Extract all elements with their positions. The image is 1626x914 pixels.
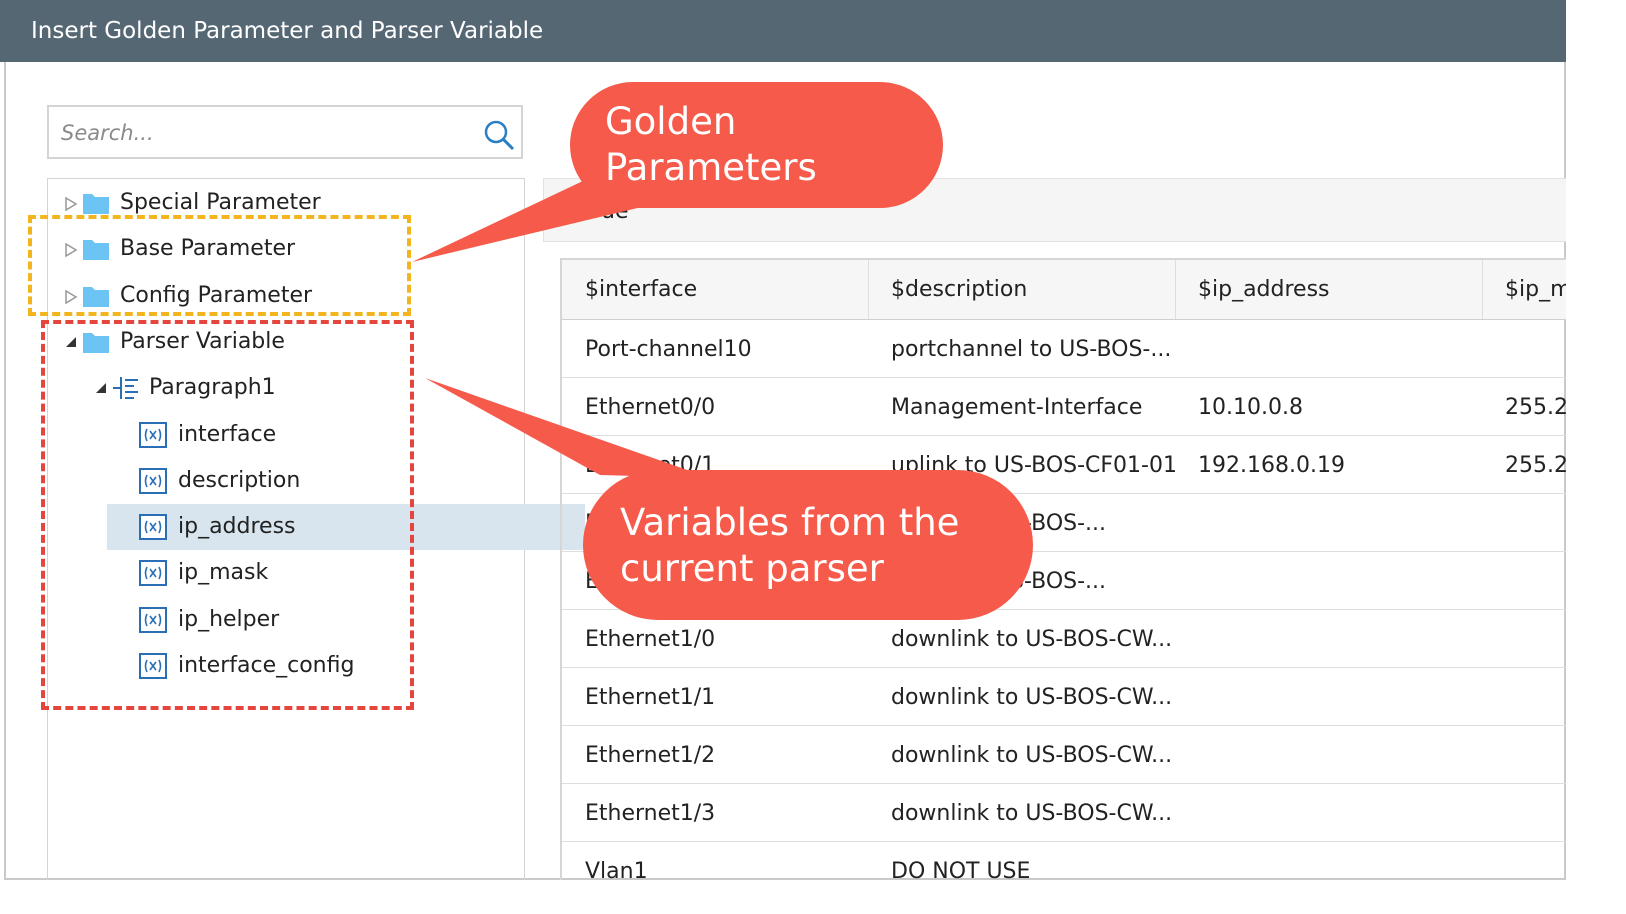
tree-label: ip_mask bbox=[178, 560, 269, 586]
search-placeholder: Search... bbox=[61, 121, 154, 145]
table-cell: Vlan1 bbox=[585, 859, 648, 884]
table-cell: Management-Interface bbox=[891, 395, 1143, 420]
page-edge bbox=[1566, 0, 1626, 914]
folder-icon bbox=[83, 240, 109, 261]
tree-row[interactable]: ip_address bbox=[107, 504, 585, 551]
row-divider bbox=[562, 377, 1568, 378]
golden-highlight bbox=[28, 215, 411, 316]
table-cell: downlink to US-BOS-CW... bbox=[891, 627, 1173, 652]
table-cell: Ethernet1/0 bbox=[585, 627, 716, 652]
tree-label: Special Parameter bbox=[120, 190, 321, 215]
expander bbox=[96, 383, 106, 394]
variable-icon bbox=[139, 653, 167, 679]
table-cell: downlink to US-BOS-CW... bbox=[891, 685, 1173, 710]
page-edge bbox=[0, 880, 1626, 914]
search-icon[interactable] bbox=[481, 117, 517, 153]
row-divider bbox=[562, 493, 1568, 494]
variable-icon bbox=[139, 606, 167, 633]
callout: Variables from the current parser bbox=[583, 470, 1033, 620]
tree-row[interactable]: ip_mask bbox=[48, 550, 526, 596]
title-bar: Insert Golden Parameter and Parser Varia… bbox=[0, 0, 1566, 62]
row-divider bbox=[562, 841, 1568, 842]
header-row bbox=[562, 260, 1568, 320]
tree-panel: Special Parameter Base Parameter Config Pa… bbox=[47, 178, 585, 888]
column-divider bbox=[1482, 260, 1483, 320]
tree-label: Base Parameter bbox=[120, 236, 296, 262]
column-header: $interface bbox=[585, 277, 698, 302]
table-cell: Port-channel10 bbox=[585, 337, 752, 362]
callout: Golden Parameters bbox=[570, 82, 943, 208]
expander bbox=[66, 336, 76, 347]
column-divider bbox=[1175, 260, 1176, 320]
tree-row[interactable]: Paragraph1 bbox=[48, 365, 526, 411]
tree-label: Config Parameter bbox=[120, 282, 313, 308]
tree-row[interactable]: Config Parameter bbox=[48, 273, 526, 319]
expander bbox=[65, 242, 78, 258]
tree-row[interactable]: interface bbox=[48, 412, 526, 458]
tree-row[interactable]: interface_config bbox=[48, 643, 526, 689]
row-divider bbox=[562, 551, 1568, 552]
tree-label: Paragraph1 bbox=[149, 375, 276, 401]
row-divider bbox=[562, 667, 1568, 668]
table-cell: 255.25 bbox=[1505, 395, 1568, 420]
expander bbox=[65, 196, 78, 212]
variable-icon bbox=[139, 560, 167, 587]
dialog-frame bbox=[4, 62, 1566, 880]
table-cell: 255.25 bbox=[1505, 453, 1568, 478]
table-cell: Ethernet1/3 bbox=[585, 801, 716, 826]
search-box[interactable]: Search... bbox=[47, 105, 523, 159]
row-divider bbox=[562, 435, 1568, 436]
tree-label: ip_address bbox=[178, 514, 296, 540]
table-cell: Ethernet1/1 bbox=[585, 685, 716, 710]
column-header: $description bbox=[891, 277, 1028, 302]
table-cell: Ethernet0/0 bbox=[585, 395, 716, 420]
row-divider bbox=[562, 319, 1568, 320]
expander bbox=[65, 289, 78, 304]
parser-highlight bbox=[41, 320, 414, 710]
tree-row[interactable]: Base Parameter bbox=[48, 226, 526, 272]
column-header: $ip_m bbox=[1505, 277, 1570, 302]
tree-row[interactable]: description bbox=[48, 458, 526, 504]
callout-tail bbox=[412, 180, 650, 262]
tree-label: interface bbox=[178, 421, 277, 447]
table-cell: 192.168.0.19 bbox=[1198, 453, 1345, 478]
tree-row[interactable]: ip_helper bbox=[48, 597, 526, 643]
variable-icon bbox=[139, 421, 167, 448]
table-cell: downlink to US-BOS-CW... bbox=[891, 743, 1173, 768]
tree-row[interactable]: Special Parameter bbox=[48, 180, 526, 226]
table-cell: Ethernet1/2 bbox=[585, 743, 716, 768]
row-divider bbox=[562, 609, 1568, 610]
paragraph-icon bbox=[113, 377, 138, 400]
column-divider bbox=[868, 260, 869, 320]
folder-icon bbox=[83, 194, 109, 214]
row-divider bbox=[562, 725, 1568, 726]
table-cell: downlink to US-BOS-CW... bbox=[891, 801, 1173, 826]
row-divider bbox=[562, 783, 1568, 784]
window-title: Insert Golden Parameter and Parser Varia… bbox=[31, 18, 544, 44]
tree-label: interface_config bbox=[178, 653, 355, 678]
tree-label: Parser Variable bbox=[120, 328, 285, 354]
table-cell: 10.10.0.8 bbox=[1198, 395, 1303, 420]
variable-icon bbox=[139, 467, 167, 494]
tree-label: description bbox=[178, 467, 301, 493]
table-cell: DO NOT USE bbox=[891, 859, 1031, 884]
folder-icon bbox=[83, 332, 109, 353]
tree-label: ip_helper bbox=[178, 606, 280, 632]
variable-icon bbox=[139, 514, 167, 541]
column-header: $ip_address bbox=[1198, 277, 1330, 302]
folder-icon bbox=[83, 286, 109, 307]
table-cell: portchannel to US-BOS-... bbox=[891, 337, 1172, 362]
tree-row[interactable]: Parser Variable bbox=[48, 319, 526, 365]
callout-tail bbox=[425, 378, 710, 478]
